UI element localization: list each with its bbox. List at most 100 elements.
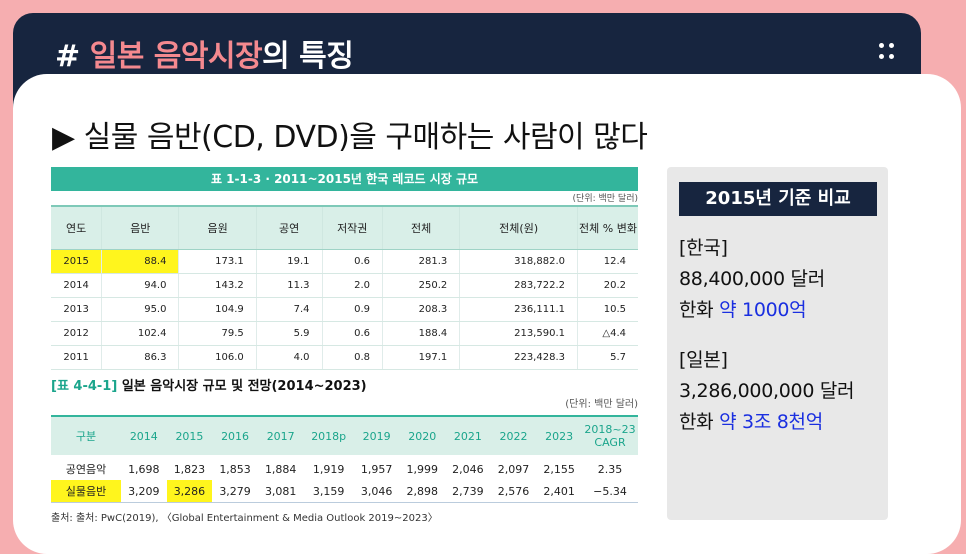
table-row: 실물음반 3,209 3,286 3,279 3,081 3,159 3,046… <box>51 480 638 503</box>
table-cell: 7.4 <box>255 297 322 322</box>
table2-header: 2018~23 CAGR <box>582 415 638 455</box>
table-cell: 10.5 <box>577 297 638 322</box>
table2-header: 2018p <box>303 415 354 455</box>
table-row: 2012 102.4 79.5 5.9 0.6 188.4 213,590.1 … <box>51 321 638 346</box>
table-cell: 11.3 <box>255 273 322 298</box>
table2-header: 2021 <box>445 415 491 455</box>
table2-header: 2019 <box>353 415 400 455</box>
table-row: 2013 95.0 104.9 7.4 0.9 208.3 236,111.1 … <box>51 297 638 322</box>
table-cell: △4.4 <box>577 321 638 346</box>
table-cell: −5.34 <box>582 480 638 503</box>
table-cell: 2013 <box>51 297 102 322</box>
table-row: 2011 86.3 106.0 4.0 0.8 197.1 223,428.3 … <box>51 345 638 370</box>
table-cell: 106.0 <box>178 345 257 370</box>
comparison-panel: 2015년 기준 비교 [한국] 88,400,000 달러 한화 약 1000… <box>667 167 888 520</box>
japan-won: 한화 약 3조 8천억 <box>679 411 823 433</box>
table-cell: 79.5 <box>178 321 257 346</box>
table-cell: 2011 <box>51 345 102 370</box>
table-row: 2014 94.0 143.2 11.3 2.0 250.2 283,722.2… <box>51 273 638 298</box>
table2-unit: (단위: 백만 달러) <box>565 399 638 410</box>
table-cell: 208.3 <box>381 297 460 322</box>
source-note: 출처: 출처: PwC(2019), 〈Global Entertainment… <box>51 513 438 524</box>
table-cell: 86.3 <box>101 345 179 370</box>
japan-comparison: [일본] 3,286,000,000 달러 한화 약 3조 8천억 <box>679 345 855 438</box>
table-cell: 3,286 <box>166 480 213 503</box>
table1-header: 연도 <box>51 205 102 250</box>
panel-title: 2015년 기준 비교 <box>679 182 877 216</box>
table-cell: 223,428.3 <box>459 345 578 370</box>
table-cell: 1,999 <box>406 462 439 476</box>
table-cell: 3,081 <box>257 480 304 503</box>
korea-record-market-table: 표 1-1-3 · 2011~2015년 한국 레코드 시장 규모 (단위: 백… <box>51 167 638 370</box>
table2-header: 2016 <box>212 415 258 455</box>
table-cell: 1,823 <box>173 462 206 476</box>
table2-title: [표 4-4-1] 일본 음악시장 규모 및 전망(2014~2023) <box>51 379 367 394</box>
table1-title: 표 1-1-3 · 2011~2015년 한국 레코드 시장 규모 <box>51 167 638 191</box>
table1-header: 전체 <box>381 205 460 250</box>
table2-header: 2023 <box>536 415 582 455</box>
table-cell: 19.1 <box>255 249 322 274</box>
table1-header: 전체(원) <box>459 205 578 250</box>
table-cell: 실물음반 <box>51 480 121 503</box>
table-cell: 318,882.0 <box>459 249 578 274</box>
table2-header: 2022 <box>490 415 537 455</box>
table1-header: 전체 % 변화 <box>577 205 638 250</box>
table-cell: 250.2 <box>381 273 460 298</box>
table-cell: 0.6 <box>321 249 383 274</box>
table-cell: 281.3 <box>381 249 460 274</box>
table-cell: 0.9 <box>321 297 383 322</box>
table2-header: 2015 <box>166 415 213 455</box>
slide-title: # 일본 음악시장의 특징 <box>55 39 354 74</box>
table-cell: 1,884 <box>264 462 297 476</box>
table-cell: 5.7 <box>577 345 638 370</box>
japan-label: [일본] <box>679 349 728 371</box>
table-cell: 2,046 <box>452 462 484 476</box>
table2-header: 구분 <box>51 415 121 455</box>
table2-header: 2014 <box>121 415 167 455</box>
table-cell: 94.0 <box>101 273 179 298</box>
table2-header-row: 구분 2014 2015 2016 2017 2018p 2019 2020 2… <box>51 415 638 455</box>
table-cell: 공연음악 <box>65 463 107 476</box>
table-cell: 2,401 <box>536 480 582 503</box>
japan-amount: 3,286,000,000 달러 <box>679 380 855 402</box>
table-cell: 104.9 <box>178 297 257 322</box>
table-cell: 95.0 <box>101 297 179 322</box>
table-cell: 173.1 <box>178 249 257 274</box>
table-cell: 2012 <box>51 321 102 346</box>
menu-dots-icon[interactable] <box>879 43 895 63</box>
table2-header: 2017 <box>257 415 304 455</box>
korea-comparison: [한국] 88,400,000 달러 한화 약 1000억 <box>679 233 825 326</box>
table1-header-row: 연도 음반 음원 공연 저작권 전체 전체(원) 전체 % 변화 <box>51 205 638 250</box>
subtitle: ▶ 실물 음반(CD, DVD)을 구매하는 사람이 많다 <box>52 120 648 155</box>
table-cell: 2,097 <box>497 462 530 476</box>
japan-music-market-table: [표 4-4-1] 일본 음악시장 규모 및 전망(2014~2023) (단위… <box>51 375 638 503</box>
table1-header: 공연 <box>255 205 322 250</box>
table-cell: 197.1 <box>381 345 460 370</box>
korea-won: 한화 약 1000억 <box>679 299 807 321</box>
table-cell: 1,919 <box>312 462 345 476</box>
table-cell: 12.4 <box>577 249 638 274</box>
table-cell: 1,957 <box>360 462 393 476</box>
table-cell: 0.8 <box>321 345 383 370</box>
table-cell: 188.4 <box>381 321 460 346</box>
table-cell: 20.2 <box>577 273 638 298</box>
table-cell: 2,898 <box>399 480 446 503</box>
table-cell: 1,853 <box>219 462 251 476</box>
table-cell: 3,159 <box>303 480 354 503</box>
table-cell: 3,209 <box>121 480 167 503</box>
table-cell: 88.4 <box>101 249 179 274</box>
table-cell: 2.0 <box>321 273 383 298</box>
table-cell: 2014 <box>51 273 102 298</box>
table-cell: 213,590.1 <box>459 321 578 346</box>
table-cell: 4.0 <box>255 345 322 370</box>
table1-header: 저작권 <box>321 205 383 250</box>
table-row: 2015 88.4 173.1 19.1 0.6 281.3 318,882.0… <box>51 249 638 274</box>
table-cell: 1,698 <box>128 462 160 476</box>
table1-unit: (단위: 백만 달러) <box>572 194 638 204</box>
table-cell: 102.4 <box>101 321 179 346</box>
table-cell: 2.35 <box>597 462 623 476</box>
table-cell: 2015 <box>51 249 102 274</box>
table-cell: 3,046 <box>353 480 400 503</box>
table-cell: 236,111.1 <box>459 297 578 322</box>
table1-header: 음원 <box>178 205 257 250</box>
